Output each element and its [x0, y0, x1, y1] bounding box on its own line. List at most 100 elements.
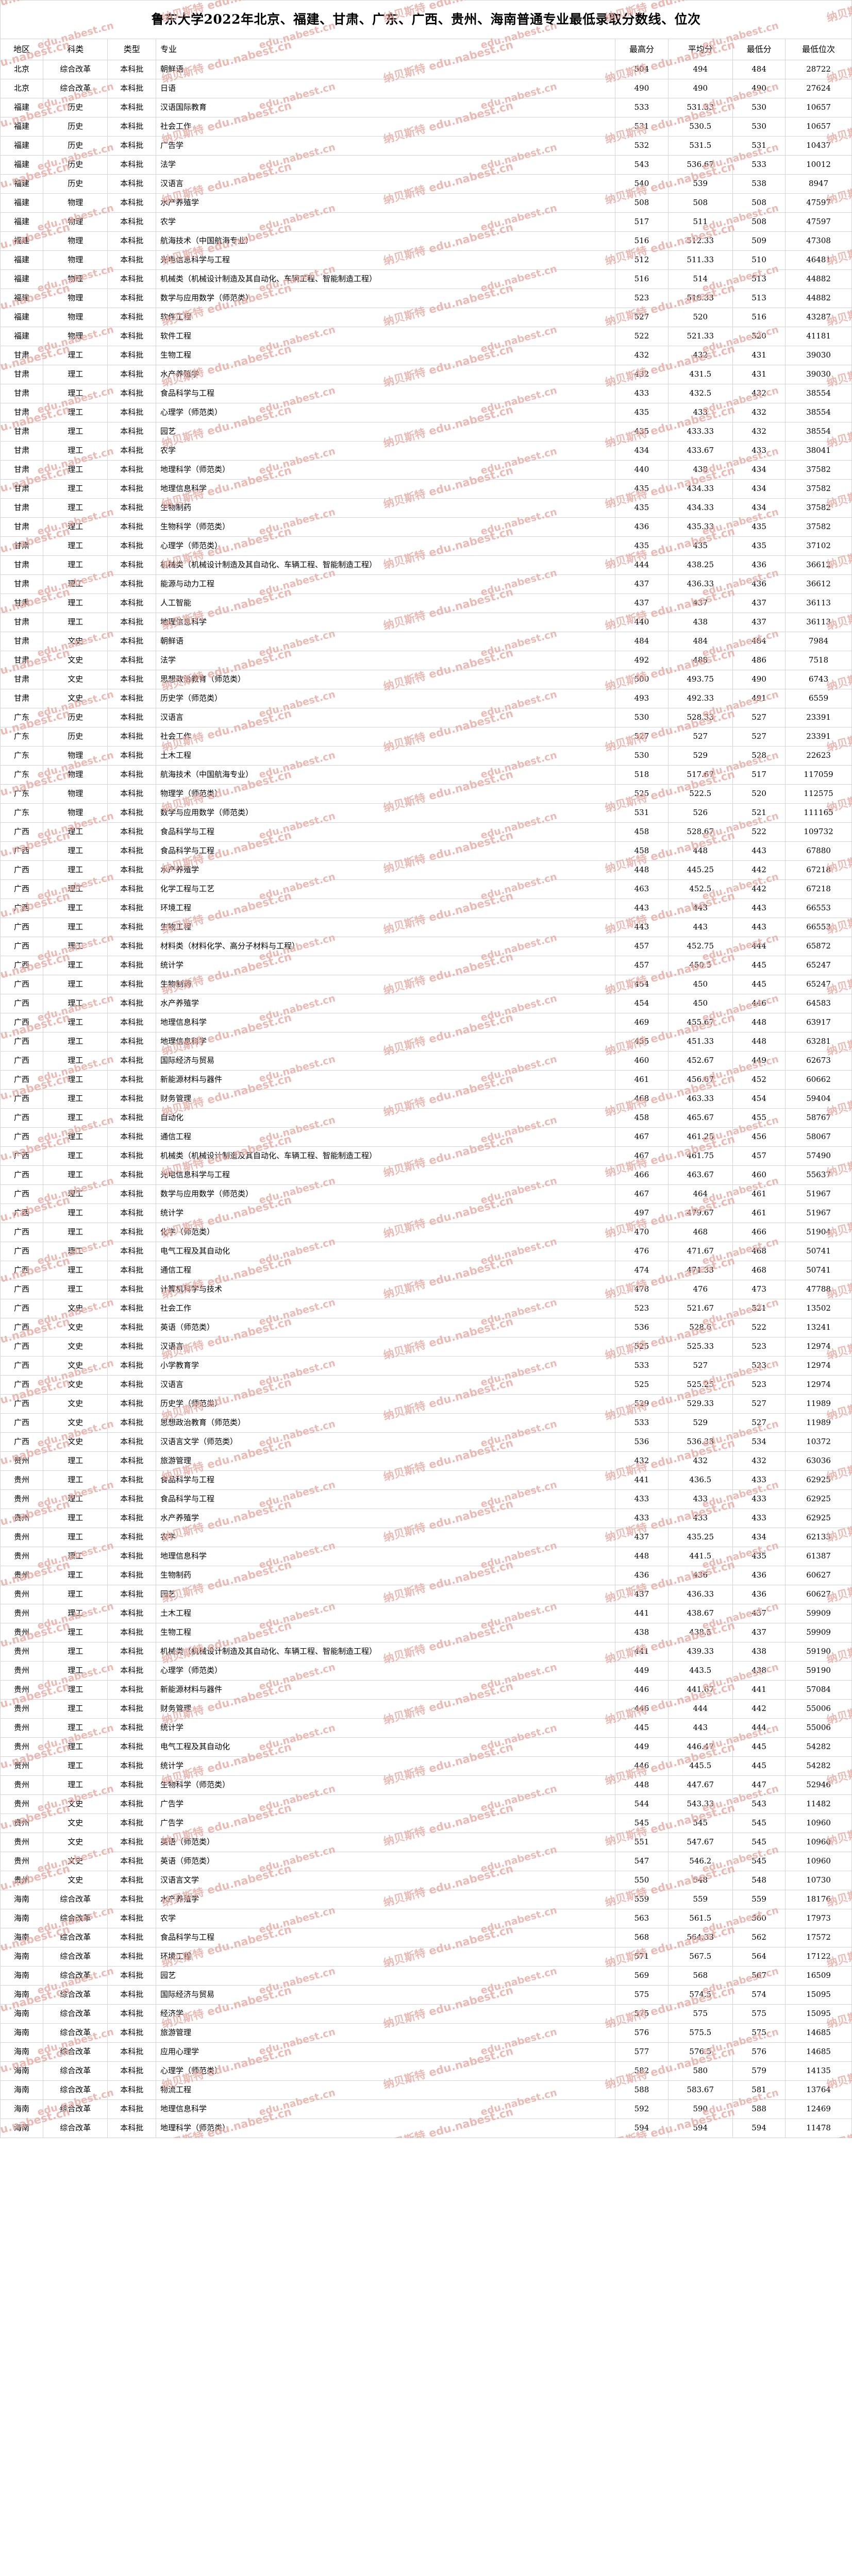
cell-max-score[interactable]: 436	[615, 1566, 669, 1585]
cell-max-score[interactable]: 525	[615, 784, 669, 804]
cell-avg-score[interactable]: 432.5	[667, 384, 733, 403]
cell-type[interactable]: 本科批	[107, 479, 157, 499]
cell-min-score[interactable]: 490	[732, 79, 786, 98]
table-row[interactable]: 贵州 理工 本科批 园艺 437 436.33 436 60627	[0, 1585, 852, 1604]
table-row[interactable]: 广西 文史 本科批 汉语言文学（师范类） 536 536.33 534 10372	[0, 1432, 852, 1452]
cell-region[interactable]: 海南	[0, 2099, 43, 2119]
cell-major[interactable]: 水产养殖学	[156, 193, 616, 213]
cell-major[interactable]: 生物制药	[156, 1566, 616, 1585]
cell-region[interactable]: 海南	[0, 2119, 43, 2138]
cell-max-score[interactable]: 512	[615, 250, 669, 270]
cell-avg-score[interactable]: 527	[667, 727, 733, 747]
cell-max-score[interactable]: 435	[615, 498, 669, 518]
cell-avg-score[interactable]: 564.33	[667, 1928, 733, 1947]
cell-region[interactable]: 贵州	[0, 1566, 43, 1585]
cell-min-rank[interactable]: 61387	[785, 1547, 852, 1566]
cell-region[interactable]: 广西	[0, 937, 43, 956]
cell-min-score[interactable]: 433	[732, 1509, 786, 1528]
cell-min-score[interactable]: 448	[732, 1032, 786, 1052]
cell-max-score[interactable]: 458	[615, 1108, 669, 1128]
table-row[interactable]: 广西 理工 本科批 计算机科学与技术 478 476 473 47788	[0, 1280, 852, 1299]
cell-max-score[interactable]: 523	[615, 1299, 669, 1318]
cell-type[interactable]: 本科批	[107, 517, 157, 537]
table-row[interactable]: 甘肃 理工 本科批 心理学（师范类） 435 435 435 37102	[0, 536, 852, 556]
cell-max-score[interactable]: 559	[615, 1890, 669, 1909]
table-row[interactable]: 广西 文史 本科批 汉语言 525 525.25 523 12974	[0, 1375, 852, 1395]
cell-min-rank[interactable]: 14685	[785, 2042, 852, 2062]
cell-min-rank[interactable]: 14685	[785, 2023, 852, 2043]
cell-avg-score[interactable]: 522.5	[667, 784, 733, 804]
cell-major[interactable]: 财务管理	[156, 1699, 616, 1719]
cell-min-score[interactable]: 434	[732, 498, 786, 518]
table-row[interactable]: 海南 综合改革 本科批 应用心理学 577 576.5 576 14685	[0, 2042, 852, 2062]
cell-max-score[interactable]: 531	[615, 117, 669, 137]
cell-major[interactable]: 历史学（师范类）	[156, 689, 616, 708]
cell-subject[interactable]: 理工	[42, 1032, 108, 1052]
cell-avg-score[interactable]: 463.67	[667, 1165, 733, 1185]
table-row[interactable]: 广东 物理 本科批 物理学（师范类） 525 522.5 520 112575	[0, 784, 852, 804]
cell-region[interactable]: 广西	[0, 1032, 43, 1052]
table-row[interactable]: 贵州 理工 本科批 电气工程及其自动化 449 446.47 445 54282	[0, 1737, 852, 1757]
cell-avg-score[interactable]: 559	[667, 1890, 733, 1909]
cell-subject[interactable]: 物理	[42, 803, 108, 823]
cell-subject[interactable]: 文史	[42, 670, 108, 689]
cell-type[interactable]: 本科批	[107, 2004, 157, 2024]
cell-type[interactable]: 本科批	[107, 155, 157, 175]
cell-min-rank[interactable]: 62925	[785, 1470, 852, 1490]
cell-subject[interactable]: 理工	[42, 1566, 108, 1585]
table-row[interactable]: 海南 综合改革 本科批 农学 563 561.5 560 17973	[0, 1909, 852, 1928]
cell-avg-score[interactable]: 450	[667, 975, 733, 994]
cell-major[interactable]: 数学与应用数学（师范类）	[156, 803, 616, 823]
cell-type[interactable]: 本科批	[107, 1451, 157, 1471]
cell-min-rank[interactable]: 28722	[785, 60, 852, 79]
cell-major[interactable]: 生物工程	[156, 346, 616, 365]
cell-max-score[interactable]: 497	[615, 1204, 669, 1223]
table-row[interactable]: 福建 历史 本科批 广告学 532 531.5 531 10437	[0, 136, 852, 156]
cell-max-score[interactable]: 443	[615, 918, 669, 937]
cell-subject[interactable]: 理工	[42, 1623, 108, 1642]
cell-max-score[interactable]: 582	[615, 2061, 669, 2081]
cell-subject[interactable]: 理工	[42, 1146, 108, 1166]
cell-subject[interactable]: 文史	[42, 1413, 108, 1433]
cell-max-score[interactable]: 484	[615, 632, 669, 651]
cell-major[interactable]: 汉语言	[156, 708, 616, 727]
cell-min-score[interactable]: 490	[732, 670, 786, 689]
cell-subject[interactable]: 文史	[42, 1833, 108, 1852]
cell-major[interactable]: 汉语国际教育	[156, 98, 616, 117]
cell-max-score[interactable]: 508	[615, 193, 669, 213]
cell-type[interactable]: 本科批	[107, 174, 157, 194]
cell-subject[interactable]: 文史	[42, 1356, 108, 1376]
cell-type[interactable]: 本科批	[107, 937, 157, 956]
cell-min-score[interactable]: 522	[732, 1318, 786, 1337]
cell-major[interactable]: 电气工程及其自动化	[156, 1737, 616, 1757]
column-header-type[interactable]: 类型	[107, 39, 157, 60]
cell-avg-score[interactable]: 451.33	[667, 1032, 733, 1052]
cell-max-score[interactable]: 516	[615, 231, 669, 251]
cell-min-score[interactable]: 442	[732, 860, 786, 880]
cell-avg-score[interactable]: 575	[667, 2004, 733, 2024]
cell-type[interactable]: 本科批	[107, 1985, 157, 2005]
cell-type[interactable]: 本科批	[107, 1108, 157, 1128]
cell-region[interactable]: 广西	[0, 1413, 43, 1433]
cell-major[interactable]: 汉语言文学	[156, 1871, 616, 1890]
cell-avg-score[interactable]: 567.5	[667, 1947, 733, 1967]
cell-type[interactable]: 本科批	[107, 1566, 157, 1585]
cell-max-score[interactable]: 594	[615, 2119, 669, 2138]
cell-min-rank[interactable]: 62673	[785, 1051, 852, 1071]
table-row[interactable]: 北京 综合改革 本科批 日语 490 490 490 27624	[0, 79, 852, 98]
cell-avg-score[interactable]: 520	[667, 308, 733, 327]
cell-avg-score[interactable]: 528.6	[667, 1318, 733, 1337]
cell-type[interactable]: 本科批	[107, 1909, 157, 1928]
cell-subject[interactable]: 历史	[42, 136, 108, 156]
cell-min-rank[interactable]: 67880	[785, 841, 852, 861]
cell-min-score[interactable]: 575	[732, 2023, 786, 2043]
cell-major[interactable]: 旅游管理	[156, 1451, 616, 1471]
cell-region[interactable]: 广西	[0, 1204, 43, 1223]
cell-min-rank[interactable]: 47597	[785, 193, 852, 213]
table-row[interactable]: 广西 理工 本科批 化学（师范类） 470 468 466 51904	[0, 1223, 852, 1242]
cell-subject[interactable]: 物理	[42, 308, 108, 327]
cell-min-score[interactable]: 443	[732, 918, 786, 937]
cell-subject[interactable]: 文史	[42, 632, 108, 651]
cell-major[interactable]: 广告学	[156, 1794, 616, 1814]
cell-subject[interactable]: 综合改革	[42, 60, 108, 79]
